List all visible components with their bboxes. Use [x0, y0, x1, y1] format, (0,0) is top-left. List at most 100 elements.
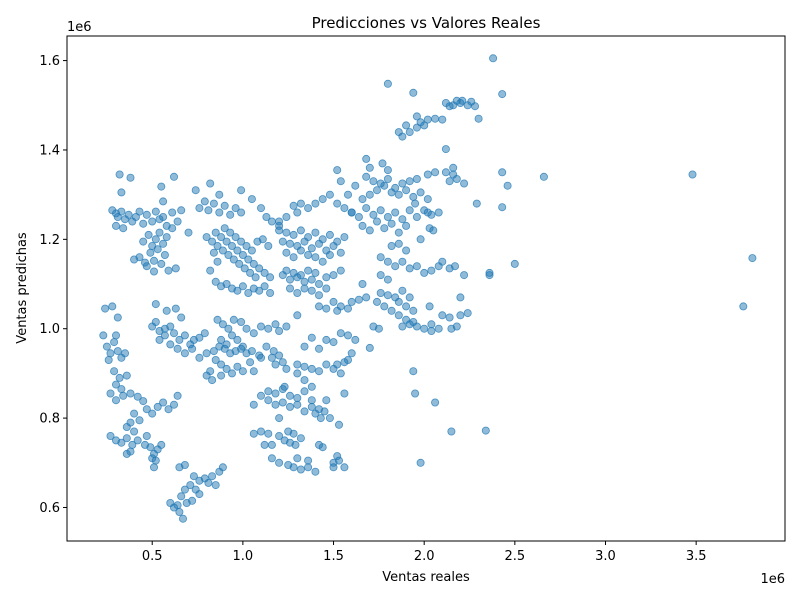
- data-point-220: [242, 324, 251, 333]
- data-point-469: [449, 163, 458, 172]
- data-point-366: [333, 306, 342, 315]
- data-point-495: [376, 271, 385, 280]
- data-point-403: [405, 206, 414, 215]
- data-point-438: [365, 163, 374, 172]
- data-point-427: [376, 179, 385, 188]
- data-point-313: [278, 237, 287, 246]
- data-point-348: [285, 284, 294, 293]
- data-point-286: [293, 454, 302, 463]
- data-point-516: [405, 293, 414, 302]
- data-point-159: [226, 210, 235, 219]
- data-point-256: [307, 402, 316, 411]
- data-point-120: [195, 353, 204, 362]
- data-point-225: [275, 326, 284, 335]
- data-point-129: [155, 335, 164, 344]
- data-point-421: [402, 186, 411, 195]
- data-point-414: [402, 221, 411, 230]
- data-point-536: [398, 322, 407, 331]
- data-point-412: [387, 219, 396, 228]
- data-point-45: [171, 264, 180, 273]
- data-point-291: [304, 463, 313, 472]
- data-point-337: [340, 204, 349, 213]
- data-point-336: [333, 199, 342, 208]
- data-point-171: [202, 233, 211, 242]
- data-point-433: [383, 166, 392, 175]
- data-point-62: [122, 371, 131, 380]
- data-point-367: [293, 311, 302, 320]
- data-point-27: [184, 228, 193, 237]
- data-point-352: [314, 291, 323, 300]
- data-point-377: [333, 360, 342, 369]
- data-point-68: [126, 389, 135, 398]
- data-point-275: [278, 358, 287, 367]
- data-point-179: [246, 268, 255, 277]
- data-point-161: [237, 208, 246, 217]
- data-point-525: [427, 320, 436, 329]
- data-point-122: [209, 347, 218, 356]
- x-axis-label: Ventas reales: [382, 570, 470, 585]
- data-point-228: [222, 340, 231, 349]
- x-tick-label-0: 0.5: [142, 549, 163, 564]
- data-point-451: [458, 96, 467, 105]
- data-point-51: [110, 338, 119, 347]
- x-axis-ticks: 0.5 1.0 1.5 2.0 2.5 3.0 3.5: [142, 541, 707, 564]
- data-point-498: [510, 259, 519, 268]
- data-point-454: [431, 114, 440, 123]
- y-tick-label-2: 1.0: [39, 322, 60, 337]
- data-point-234: [262, 342, 271, 351]
- data-point-216: [218, 320, 227, 329]
- data-point-355: [289, 268, 298, 277]
- data-point-382: [322, 335, 331, 344]
- data-point-317: [307, 244, 316, 253]
- data-point-140: [218, 463, 227, 472]
- data-point-93: [157, 440, 166, 449]
- data-point-31: [146, 248, 155, 257]
- data-point-212: [266, 288, 275, 297]
- data-point-79: [135, 416, 144, 425]
- data-point-310: [325, 230, 334, 239]
- data-point-40: [151, 235, 160, 244]
- data-point-425: [362, 172, 371, 181]
- data-point-480: [411, 199, 420, 208]
- data-point-399: [376, 206, 385, 215]
- data-point-491: [438, 257, 447, 266]
- data-point-351: [307, 286, 316, 295]
- data-point-85: [117, 438, 126, 447]
- data-point-238: [222, 364, 231, 373]
- data-point-457: [420, 121, 429, 130]
- y-tick-label-0: 0.6: [39, 501, 60, 516]
- data-point-29: [135, 253, 144, 262]
- data-point-362: [322, 304, 331, 313]
- data-point-83: [106, 431, 115, 440]
- x-tick-label-1: 1.0: [233, 549, 254, 564]
- data-point-447: [489, 54, 498, 63]
- data-point-25: [169, 172, 178, 181]
- data-point-105: [169, 329, 178, 338]
- data-point-175: [224, 250, 233, 259]
- data-point-435: [333, 166, 342, 175]
- data-point-12: [142, 210, 151, 219]
- data-point-504: [394, 239, 403, 248]
- data-point-115: [177, 313, 186, 322]
- data-point-542: [431, 398, 440, 407]
- y-axis-offset-label: 1e6: [67, 20, 92, 35]
- data-point-50: [106, 349, 115, 358]
- data-point-532: [456, 293, 465, 302]
- data-point-2: [113, 212, 122, 221]
- data-point-265: [307, 396, 316, 405]
- data-point-16: [159, 212, 168, 221]
- data-point-467: [445, 177, 454, 186]
- y-tick-label-1: 0.8: [39, 412, 60, 427]
- data-point-540: [409, 367, 418, 376]
- data-point-439: [383, 79, 392, 88]
- data-point-285: [318, 443, 327, 452]
- data-point-61: [115, 373, 124, 382]
- data-point-156: [209, 199, 218, 208]
- data-point-511: [409, 306, 418, 315]
- data-point-194: [231, 233, 240, 242]
- data-point-429: [391, 183, 400, 192]
- data-point-206: [233, 286, 242, 295]
- data-point-324: [296, 246, 305, 255]
- data-point-231: [238, 342, 247, 351]
